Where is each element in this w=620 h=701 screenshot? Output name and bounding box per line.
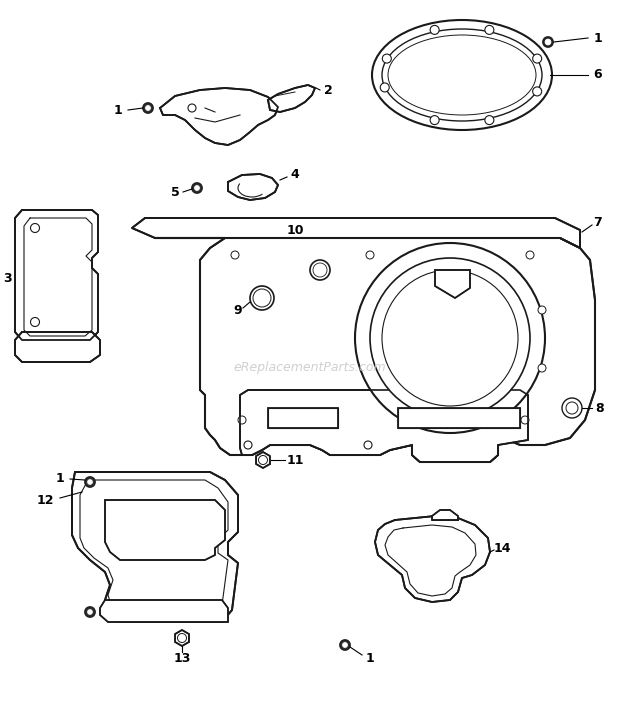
Text: 14: 14 [494, 541, 511, 554]
Polygon shape [160, 88, 278, 145]
Circle shape [85, 477, 95, 487]
Circle shape [250, 286, 274, 310]
Circle shape [543, 37, 553, 47]
Text: 5: 5 [170, 186, 179, 198]
Circle shape [545, 39, 551, 45]
Circle shape [430, 25, 439, 34]
Circle shape [259, 456, 267, 465]
Circle shape [364, 441, 372, 449]
Circle shape [370, 258, 530, 418]
Text: 1: 1 [113, 104, 122, 116]
Circle shape [238, 416, 246, 424]
Circle shape [366, 251, 374, 259]
Circle shape [538, 306, 546, 314]
Circle shape [30, 318, 40, 327]
Circle shape [340, 640, 350, 650]
Circle shape [85, 607, 95, 617]
Circle shape [533, 87, 542, 96]
Circle shape [562, 398, 582, 418]
Text: 9: 9 [234, 304, 242, 316]
Circle shape [310, 260, 330, 280]
Circle shape [177, 634, 187, 643]
Polygon shape [72, 472, 238, 622]
Text: eReplacementParts.com: eReplacementParts.com [234, 362, 386, 374]
Ellipse shape [382, 29, 542, 121]
Polygon shape [240, 390, 528, 462]
Circle shape [87, 479, 92, 484]
Polygon shape [432, 510, 458, 520]
Text: 13: 13 [174, 651, 191, 665]
Text: 8: 8 [596, 402, 604, 414]
Circle shape [566, 402, 578, 414]
Text: 6: 6 [594, 69, 602, 81]
Circle shape [430, 116, 439, 125]
Polygon shape [435, 270, 470, 298]
Text: 12: 12 [36, 494, 54, 507]
Polygon shape [15, 210, 98, 340]
Circle shape [188, 104, 196, 112]
Polygon shape [268, 85, 315, 112]
Circle shape [538, 364, 546, 372]
Polygon shape [228, 174, 278, 200]
Circle shape [313, 263, 327, 277]
Text: 2: 2 [324, 83, 332, 97]
Circle shape [30, 224, 40, 233]
Polygon shape [100, 600, 228, 622]
Circle shape [195, 186, 200, 191]
Circle shape [526, 251, 534, 259]
Polygon shape [375, 516, 490, 602]
Circle shape [231, 251, 239, 259]
Polygon shape [132, 218, 580, 248]
Circle shape [342, 643, 347, 648]
Circle shape [355, 243, 545, 433]
Polygon shape [268, 408, 338, 428]
Circle shape [533, 54, 542, 63]
Text: 3: 3 [4, 271, 12, 285]
Polygon shape [175, 630, 189, 646]
Circle shape [521, 416, 529, 424]
Circle shape [383, 54, 391, 63]
Text: 10: 10 [286, 224, 304, 236]
Circle shape [485, 116, 494, 125]
Text: 1: 1 [56, 472, 64, 484]
Circle shape [382, 270, 518, 406]
Text: 4: 4 [291, 168, 299, 182]
Ellipse shape [372, 20, 552, 130]
Polygon shape [105, 500, 225, 560]
Polygon shape [15, 332, 100, 362]
Circle shape [253, 289, 271, 307]
Polygon shape [155, 238, 595, 462]
Text: 11: 11 [286, 454, 304, 466]
Circle shape [485, 25, 494, 34]
Circle shape [244, 441, 252, 449]
Polygon shape [256, 452, 270, 468]
Text: 1: 1 [366, 651, 374, 665]
Circle shape [192, 183, 202, 193]
Circle shape [87, 609, 92, 615]
Circle shape [143, 103, 153, 113]
Text: 7: 7 [593, 215, 603, 229]
Text: 1: 1 [593, 32, 603, 44]
Circle shape [146, 105, 151, 111]
Circle shape [380, 83, 389, 92]
Polygon shape [398, 408, 520, 428]
Ellipse shape [388, 35, 536, 115]
